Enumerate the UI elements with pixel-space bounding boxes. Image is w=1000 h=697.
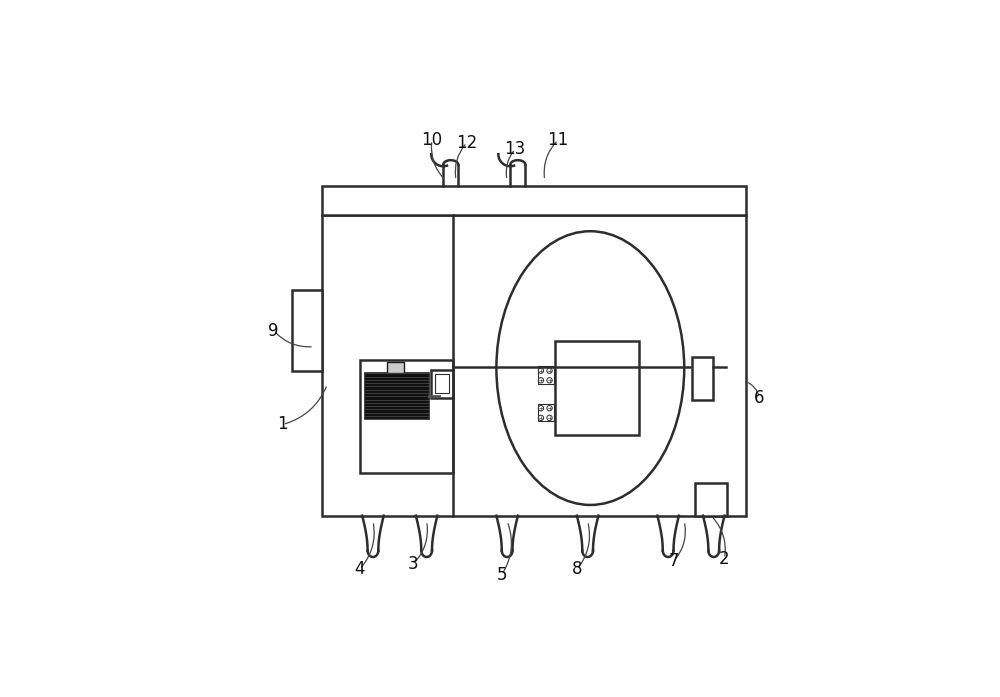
Text: 9: 9 bbox=[268, 321, 279, 339]
Text: 10: 10 bbox=[421, 131, 443, 149]
Circle shape bbox=[538, 368, 544, 374]
Text: 1: 1 bbox=[277, 415, 288, 434]
Bar bbox=[292, 290, 322, 371]
Circle shape bbox=[547, 368, 552, 374]
Circle shape bbox=[547, 378, 552, 383]
Text: 6: 6 bbox=[754, 389, 765, 406]
Bar bbox=[322, 185, 746, 215]
Text: 4: 4 bbox=[354, 560, 365, 579]
Text: 7: 7 bbox=[668, 552, 679, 570]
Text: 11: 11 bbox=[547, 131, 569, 149]
Text: 2: 2 bbox=[719, 550, 730, 567]
Bar bbox=[435, 374, 449, 393]
Circle shape bbox=[538, 378, 544, 383]
Circle shape bbox=[538, 415, 544, 420]
Bar bbox=[322, 215, 746, 516]
Circle shape bbox=[547, 415, 552, 420]
Bar bbox=[360, 360, 453, 473]
Bar bbox=[365, 374, 429, 419]
Text: 3: 3 bbox=[408, 555, 419, 573]
Bar bbox=[555, 342, 639, 435]
Bar bbox=[538, 367, 554, 383]
Bar bbox=[692, 358, 713, 400]
Bar bbox=[538, 404, 554, 421]
Circle shape bbox=[547, 406, 552, 411]
Text: 5: 5 bbox=[497, 566, 507, 583]
Bar bbox=[695, 484, 727, 516]
Text: 8: 8 bbox=[572, 560, 582, 579]
Text: 12: 12 bbox=[456, 134, 478, 152]
Text: 13: 13 bbox=[505, 140, 526, 158]
Bar bbox=[431, 369, 453, 397]
Circle shape bbox=[538, 406, 544, 411]
Bar bbox=[387, 362, 404, 374]
